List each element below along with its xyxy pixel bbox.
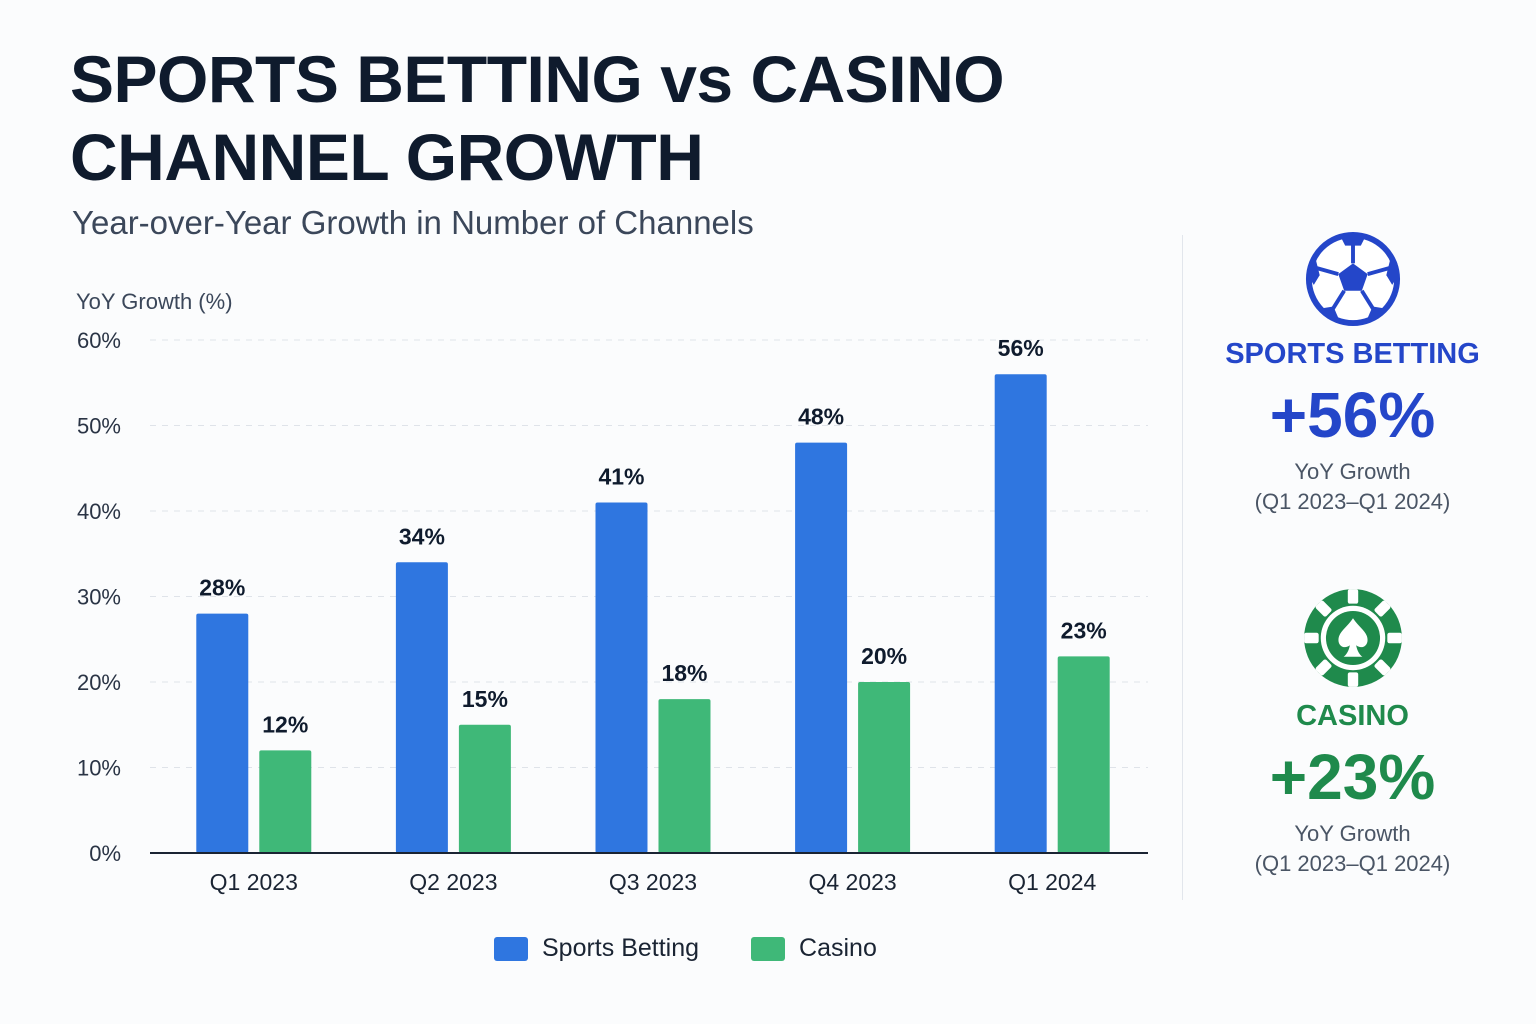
page-title: SPORTS BETTING vs CASINO CHANNEL GROWTH (70, 40, 1005, 196)
bars (196, 374, 1110, 853)
data-label-sports-betting: 48% (798, 404, 844, 430)
bar-casino (858, 682, 911, 853)
data-labels: 28% 12% 34% 15% 41% 18% 48% 20% 56% 23% (199, 335, 1106, 737)
bar-sports-betting (395, 562, 448, 853)
data-label-sports-betting: 41% (598, 463, 644, 489)
casino-summary-panel: CASINO +23% YoY Growth (Q1 2023–Q1 2024) (1200, 586, 1505, 879)
x-tick-label: Q4 2023 (808, 869, 896, 895)
bar-sports-betting (795, 442, 848, 853)
data-label-sports-betting: 56% (998, 335, 1044, 361)
data-label-casino: 15% (462, 686, 508, 712)
casino-summary-value: +23% (1269, 741, 1436, 813)
y-axis-label: YoY Growth (%) (76, 289, 233, 314)
sports-caption-line-2: (Q1 2023–Q1 2024) (1254, 489, 1451, 514)
title-line-1: SPORTS BETTING vs CASINO (70, 42, 1005, 116)
data-label-casino: 12% (262, 711, 308, 737)
sports-summary-label: SPORTS BETTING (1225, 338, 1480, 370)
bar-chart: 0% 10% 20% 30% 40% 50% 60% YoY Growth (%) 28% 1… (76, 289, 1148, 895)
x-tick-label: Q3 2023 (609, 869, 697, 895)
legend-item-casino: Casino (751, 934, 877, 963)
y-tick-label: 40% (77, 499, 121, 524)
y-tick-label: 20% (77, 670, 121, 695)
casino-summary-label: CASINO (1296, 700, 1409, 732)
bar-sports-betting (196, 613, 249, 853)
x-tick-label: Q1 2024 (1008, 869, 1096, 895)
x-tick-label: Q1 2023 (210, 869, 298, 895)
y-tick-label: 50% (77, 414, 121, 439)
casino-summary-caption: YoY Growth (Q1 2023–Q1 2024) (1200, 819, 1505, 879)
x-tick-label: Q2 2023 (409, 869, 497, 895)
page-subtitle: Year-over-Year Growth in Number of Chann… (72, 204, 754, 241)
bar-casino (458, 724, 511, 853)
title-line-2: CHANNEL GROWTH (70, 120, 704, 194)
bar-casino (1057, 656, 1110, 853)
sports-summary-value: +56% (1269, 379, 1436, 451)
bar-sports-betting (994, 374, 1047, 853)
data-label-sports-betting: 34% (399, 523, 445, 549)
data-label-sports-betting: 28% (199, 575, 245, 601)
legend-label-sports: Sports Betting (542, 934, 700, 962)
y-tick-label: 30% (77, 585, 121, 610)
bar-sports-betting (595, 502, 648, 853)
x-axis-ticks: Q1 2023 Q2 2023 Q3 2023 Q4 2023 Q1 2024 (210, 869, 1097, 895)
soccer-ball-icon (1305, 231, 1400, 327)
bar-casino (259, 750, 312, 853)
grid-lines (150, 339, 1148, 768)
legend-swatch-casino (751, 936, 786, 961)
y-tick-label: 60% (77, 328, 121, 353)
data-label-casino: 18% (661, 660, 707, 686)
data-label-casino: 23% (1061, 617, 1107, 643)
casino-caption-line-2: (Q1 2023–Q1 2024) (1254, 851, 1451, 876)
bar-casino (658, 699, 711, 853)
y-axis-ticks: 0% 10% 20% 30% 40% 50% 60% (77, 328, 121, 866)
y-tick-label: 0% (89, 841, 121, 866)
legend-label-casino: Casino (799, 934, 877, 962)
legend-swatch-sports (494, 936, 528, 961)
sports-caption-line-1: YoY Growth (1294, 459, 1411, 484)
chart-legend: Sports Betting Casino (494, 934, 929, 963)
data-label-casino: 20% (861, 643, 907, 669)
panel-divider (1182, 235, 1183, 900)
sports-summary-panel: SPORTS BETTING +56% YoY Growth (Q1 2023–… (1200, 230, 1505, 517)
poker-chip-spade-icon (1303, 589, 1402, 687)
sports-summary-caption: YoY Growth (Q1 2023–Q1 2024) (1200, 457, 1505, 517)
casino-caption-line-1: YoY Growth (1294, 821, 1411, 846)
legend-item-sports: Sports Betting (494, 934, 699, 963)
y-tick-label: 10% (77, 756, 121, 781)
